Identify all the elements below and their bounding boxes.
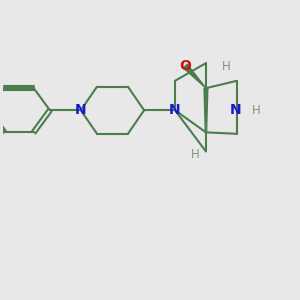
Text: H: H [222, 60, 231, 73]
Polygon shape [204, 88, 208, 132]
Polygon shape [183, 64, 206, 88]
Text: H: H [191, 148, 200, 161]
Text: O: O [179, 59, 191, 73]
Text: N: N [169, 103, 181, 117]
Text: N: N [75, 103, 87, 117]
Text: N: N [230, 103, 241, 117]
Text: H: H [252, 104, 260, 117]
